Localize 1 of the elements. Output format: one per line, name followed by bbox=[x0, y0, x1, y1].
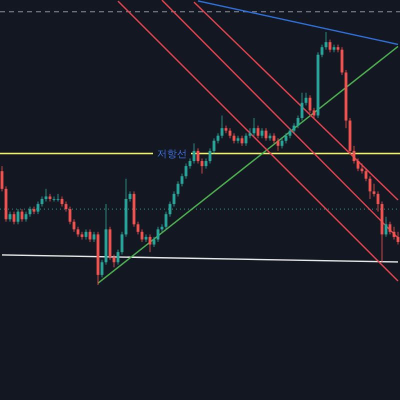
ref-line-label: 저항선 bbox=[157, 148, 187, 160]
